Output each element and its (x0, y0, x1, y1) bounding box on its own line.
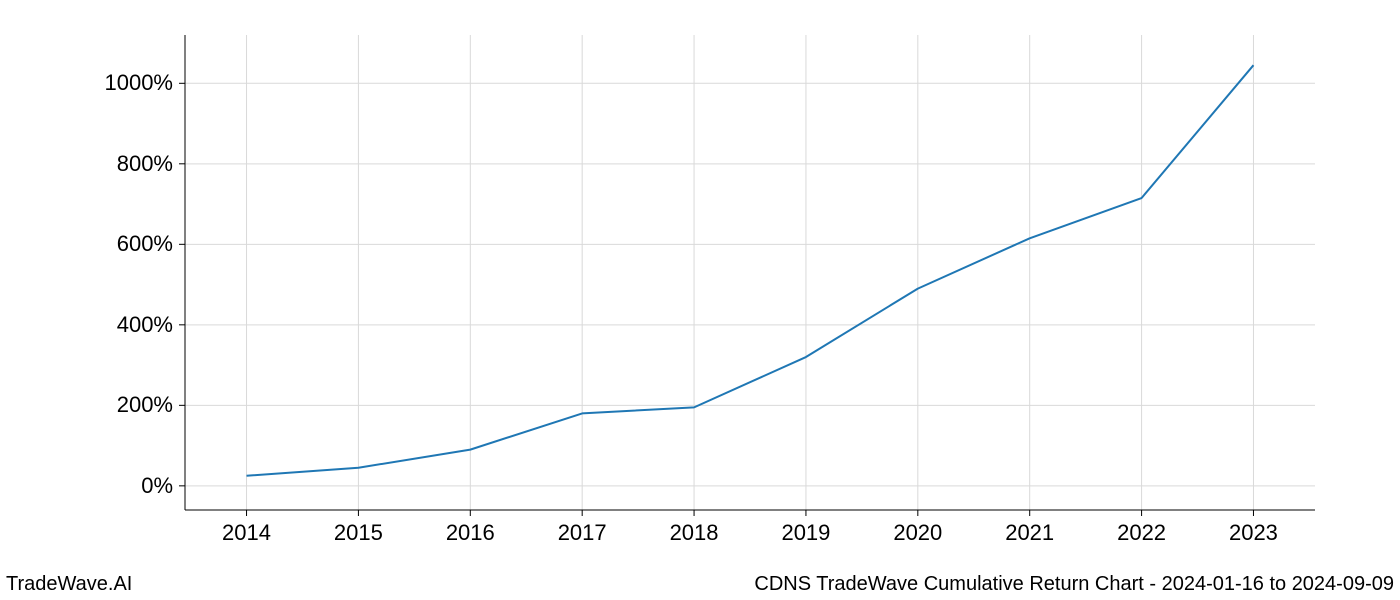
y-tick-label: 400% (117, 312, 173, 338)
x-tick-label: 2021 (1000, 520, 1060, 546)
line-chart (0, 0, 1400, 600)
x-tick-label: 2023 (1223, 520, 1283, 546)
y-tick-label: 200% (117, 392, 173, 418)
y-tick-label: 800% (117, 151, 173, 177)
x-tick-label: 2016 (440, 520, 500, 546)
x-tick-label: 2018 (664, 520, 724, 546)
y-tick-label: 600% (117, 231, 173, 257)
y-tick-label: 1000% (104, 70, 173, 96)
x-tick-label: 2022 (1112, 520, 1172, 546)
footer-right-label: CDNS TradeWave Cumulative Return Chart -… (754, 573, 1394, 596)
x-tick-label: 2019 (776, 520, 836, 546)
x-tick-label: 2015 (328, 520, 388, 546)
footer-left-label: TradeWave.AI (6, 573, 132, 596)
x-tick-label: 2020 (888, 520, 948, 546)
y-tick-label: 0% (141, 473, 173, 499)
x-tick-label: 2014 (217, 520, 277, 546)
x-tick-label: 2017 (552, 520, 612, 546)
chart-container: 0% 200% 400% 600% 800% 1000% 2014 2015 2016 2017… (0, 0, 1400, 600)
